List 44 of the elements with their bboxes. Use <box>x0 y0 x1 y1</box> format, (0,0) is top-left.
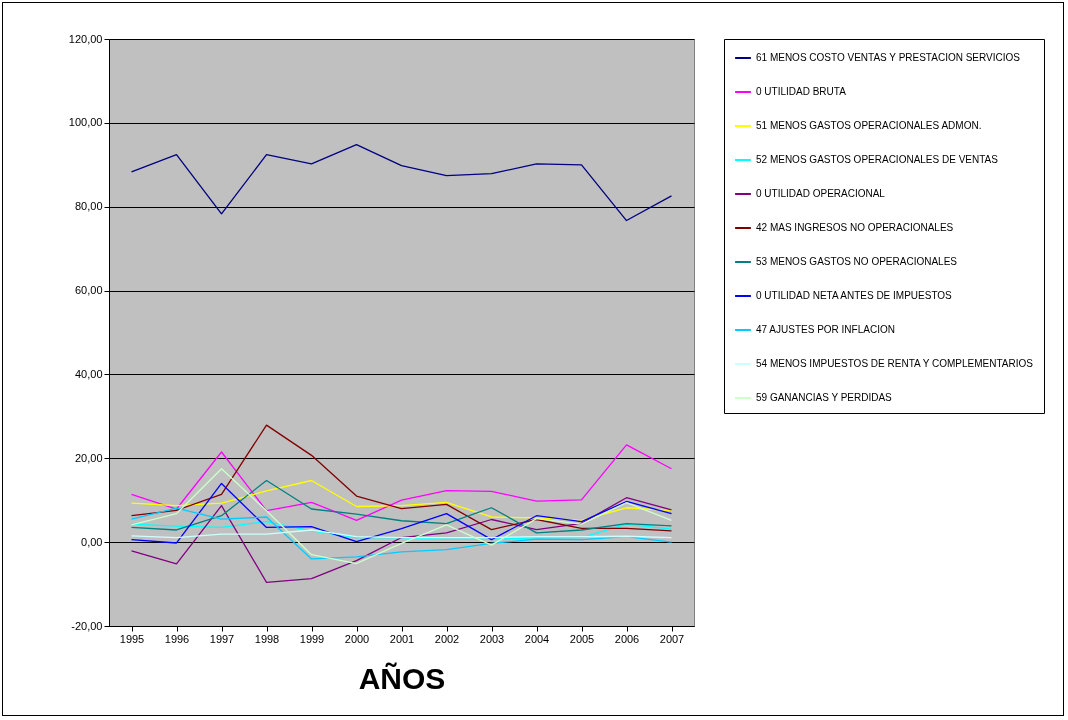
y-tick-label: 60,00 <box>74 284 103 297</box>
line-series <box>130 479 673 521</box>
x-tick-label: 1998 <box>254 632 280 645</box>
line-series <box>130 520 673 540</box>
legend-label: 52 MENOS GASTOS OPERACIONALES DE VENTAS <box>756 154 999 165</box>
line-series <box>130 482 673 544</box>
legend-label: 0 UTILIDAD BRUTA <box>756 86 847 97</box>
y-tick-label: -20,00 <box>71 619 103 632</box>
legend-label: 53 MENOS GASTOS NO OPERACIONALES <box>756 256 958 267</box>
line-series <box>130 529 673 539</box>
legend-label: 59 GANANCIAS Y PERDIDAS <box>756 392 893 403</box>
x-tick-label: 2004 <box>524 632 550 645</box>
x-tick-label: 2005 <box>569 632 595 645</box>
x-tick-label: 1996 <box>164 632 190 645</box>
legend-label: 0 UTILIDAD OPERACIONAL <box>756 188 886 199</box>
x-tick-label: 2003 <box>479 632 505 645</box>
legend-label: 0 UTILIDAD NETA ANTES DE IMPUESTOS <box>756 290 953 301</box>
legend-label: 42 MAS INGRESOS NO OPERACIONALES <box>756 222 954 233</box>
y-tick-label: 100,00 <box>68 116 103 129</box>
y-tick-label: 20,00 <box>74 451 103 464</box>
y-tick-label: 0,00 <box>81 535 103 548</box>
x-tick-label: 2001 <box>389 632 415 645</box>
line-series <box>130 507 673 560</box>
line-series <box>130 144 673 222</box>
legend-label: 47 AJUSTES POR INFLACION <box>756 324 895 335</box>
x-tick-label: 2006 <box>614 632 640 645</box>
x-tick-label: 2000 <box>344 632 370 645</box>
y-tick-label: 80,00 <box>74 200 103 213</box>
line-series <box>130 424 673 532</box>
line-series <box>130 479 673 534</box>
legend-label: 51 MENOS GASTOS OPERACIONALES ADMON. <box>756 120 982 131</box>
legend-label: 54 MENOS IMPUESTOS DE RENTA Y COMPLEMENTARIOS <box>756 358 1034 369</box>
x-tick-label: 2002 <box>434 632 460 645</box>
y-tick-label: 120,00 <box>68 32 103 45</box>
line-series <box>130 468 673 565</box>
x-tick-label: 1997 <box>209 632 235 645</box>
y-tick-label: 40,00 <box>74 367 103 380</box>
x-tick-label: 1995 <box>119 632 145 645</box>
legend-label: 61 MENOS COSTO VENTAS Y PRESTACION SERVICIOS <box>756 52 1021 63</box>
x-axis-title: AÑOS <box>358 661 446 695</box>
line-series <box>130 497 673 584</box>
x-tick-label: 2007 <box>659 632 685 645</box>
line-series <box>130 444 673 521</box>
x-tick-label: 1999 <box>299 632 325 645</box>
